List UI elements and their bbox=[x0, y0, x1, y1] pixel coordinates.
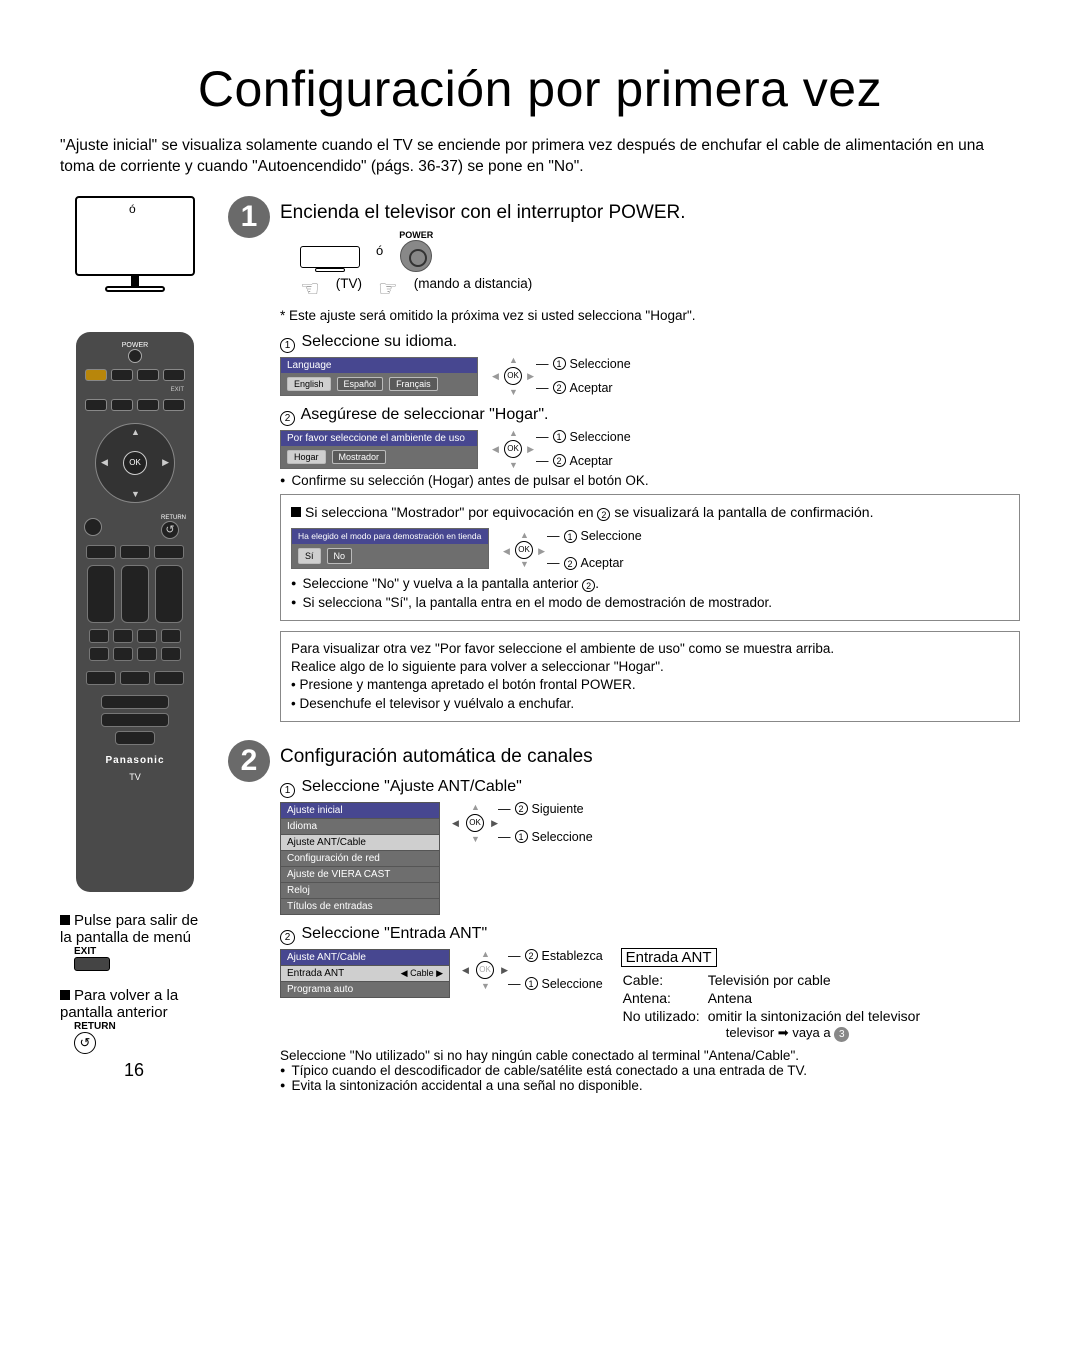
language-box: Language English Español Français bbox=[280, 357, 478, 396]
hand-icon: ☞ bbox=[378, 276, 398, 302]
foot-note-1: Seleccione "No utilizado" si no hay ning… bbox=[280, 1048, 1020, 1063]
mostrador-note: Si selecciona "Mostrador" por equivocaci… bbox=[305, 504, 873, 520]
confirm-note: Confirme su selección (Hogar) antes de p… bbox=[280, 473, 1020, 488]
step2-sub2: 2 Seleccione "Entrada ANT" bbox=[280, 925, 1020, 945]
step2-sub1: 1 Seleccione "Ajuste ANT/Cable" bbox=[280, 778, 1020, 798]
tv-small-icon bbox=[300, 246, 360, 272]
step1-sub1: 1 Seleccione su idioma. bbox=[280, 333, 1020, 353]
step-2-title: Configuración automática de canales bbox=[280, 746, 1020, 768]
return-key-icon: ↺ bbox=[74, 1032, 96, 1054]
demo-box: Ha elegido el modo para demostración en … bbox=[291, 528, 489, 570]
step-1-badge: 1 bbox=[228, 196, 270, 238]
intro-text: "Ajuste inicial" se visualiza solamente … bbox=[60, 136, 1020, 178]
ok-pad-icon: ▲▼ ◀▶ OK bbox=[468, 953, 502, 987]
page-title: Configuración por primera vez bbox=[60, 60, 1020, 118]
step-1-title: Encienda el televisor con el interruptor… bbox=[280, 202, 1020, 224]
page-number: 16 bbox=[124, 1060, 144, 1081]
recover-box: Para visualizar otra vez "Por favor sele… bbox=[280, 631, 1020, 722]
ok-pad-icon: ▲▼ ◀▶ OK bbox=[496, 359, 530, 393]
initial-setup-menu: Ajuste inicial Idioma Ajuste ANT/Cable C… bbox=[280, 802, 440, 915]
env-box: Por favor seleccione el ambiente de uso … bbox=[280, 430, 478, 469]
step-2-badge: 2 bbox=[228, 740, 270, 782]
exit-key-icon bbox=[74, 957, 110, 971]
ok-pad-icon: ▲▼ ◀▶ OK bbox=[507, 533, 541, 567]
omit-note: * Este ajuste será omitido la próxima ve… bbox=[280, 308, 1020, 323]
ok-pad-icon: ▲▼ ◀▶ OK bbox=[496, 432, 530, 466]
return-hint: Para volver a la pantalla anterior RETUR… bbox=[60, 987, 210, 1054]
foot-note-2: Típico cuando el descodificador de cable… bbox=[280, 1063, 1020, 1078]
ant-legend: Entrada ANT Cable:Televisión por cable A… bbox=[621, 949, 928, 1044]
power-button-icon bbox=[400, 240, 432, 272]
mostrador-box: Si selecciona "Mostrador" por equivocaci… bbox=[280, 494, 1020, 621]
left-column: ó POWER EXIT ▲ ▼ ◀ ▶ OK RETURN↺ bbox=[60, 196, 210, 1101]
ok-pad-icon: ▲▼ ◀▶ OK bbox=[458, 806, 492, 840]
remote-dpad: ▲ ▼ ◀ ▶ OK bbox=[95, 423, 175, 503]
exit-hint: Pulse para salir de la pantalla de menú … bbox=[60, 912, 210, 971]
foot-note-3: Evita la sintonización accidental a una … bbox=[280, 1078, 1020, 1093]
right-column: 1 Encienda el televisor con el interrupt… bbox=[228, 196, 1020, 1101]
tv-icon: ó bbox=[75, 196, 195, 292]
step1-sub2: 2 Asegúrese de seleccionar "Hogar". bbox=[280, 406, 1020, 426]
remote-illustration: POWER EXIT ▲ ▼ ◀ ▶ OK RETURN↺ bbox=[76, 332, 194, 892]
ant-cable-menu: Ajuste ANT/Cable Entrada ANT ◀ Cable ▶ P… bbox=[280, 949, 450, 998]
hand-icon: ☞ bbox=[300, 276, 320, 302]
